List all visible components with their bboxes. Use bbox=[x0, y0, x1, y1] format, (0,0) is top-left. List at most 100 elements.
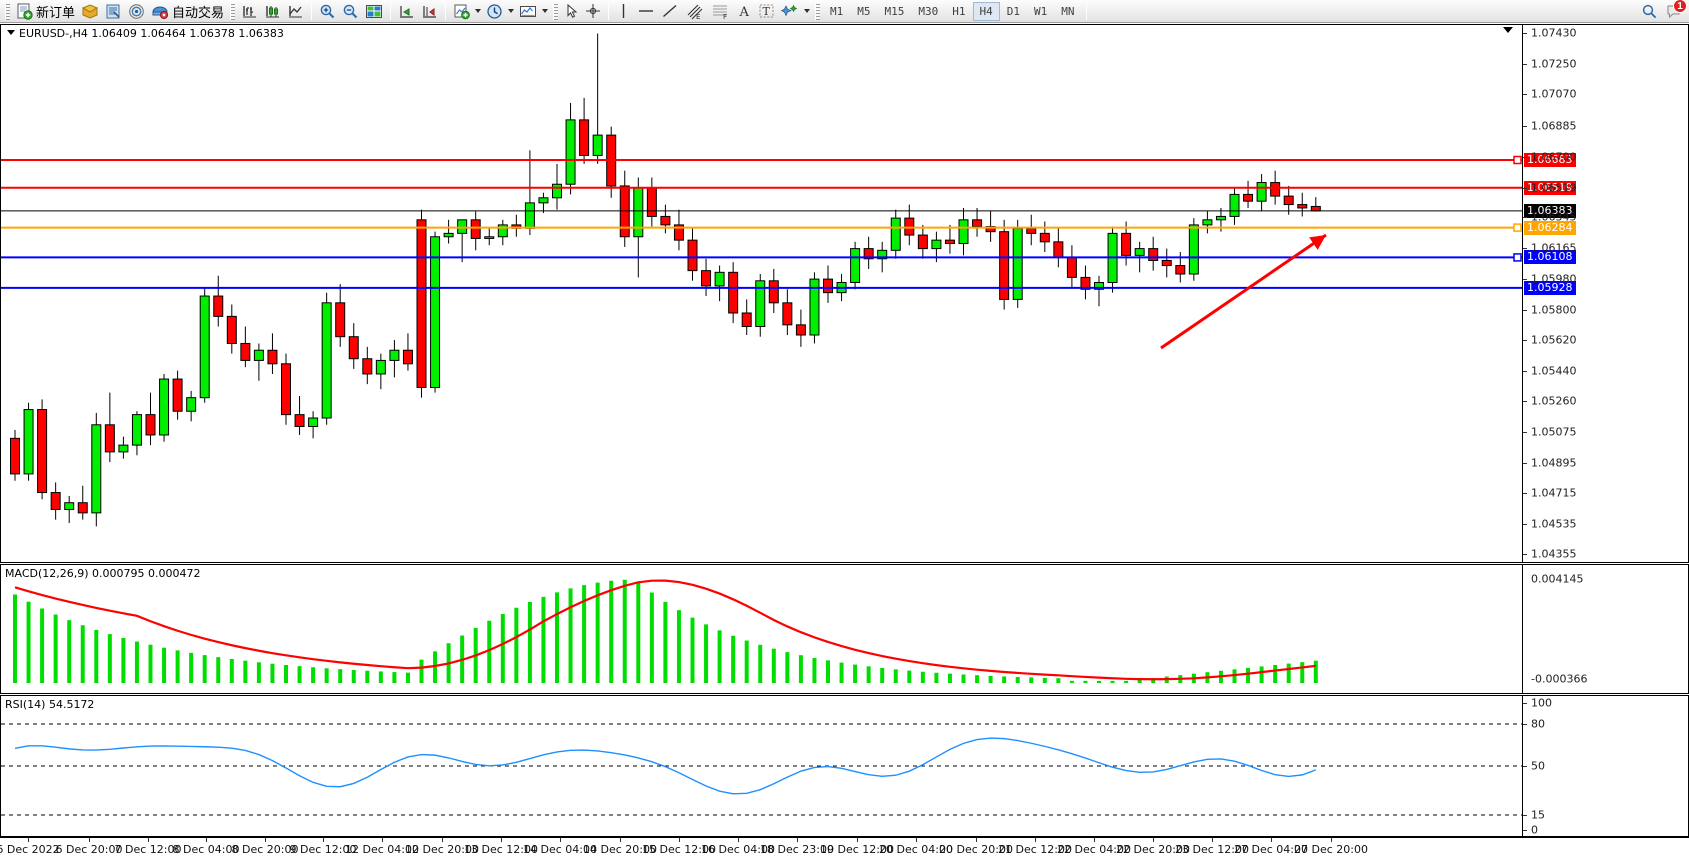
price-tag-resistance-lower[interactable]: 1.06519 bbox=[1524, 180, 1576, 195]
price-axis-tick bbox=[1523, 157, 1527, 159]
timeframe-m15[interactable]: M15 bbox=[884, 4, 905, 18]
zoom-in-button[interactable] bbox=[316, 1, 339, 22]
text-label-button[interactable]: T bbox=[755, 1, 778, 22]
price-pane[interactable]: EURUSD-,H4 1.06409 1.06464 1.06378 1.063… bbox=[0, 24, 1689, 563]
auto-trading-button[interactable]: 自动交易 bbox=[148, 1, 227, 22]
timeframe-mn[interactable]: MN bbox=[1061, 4, 1075, 18]
time-axis-tick bbox=[28, 838, 29, 842]
search-button[interactable] bbox=[1638, 1, 1661, 22]
price-plot[interactable] bbox=[1, 25, 1522, 562]
time-axis-tick bbox=[1212, 838, 1213, 842]
macd-title: MACD(12,26,9) 0.000795 0.000472 bbox=[5, 567, 201, 580]
price-tag-support-lower[interactable]: 1.05928 bbox=[1524, 280, 1576, 295]
rsi-plot[interactable] bbox=[1, 696, 1522, 836]
time-axis-tick bbox=[1153, 838, 1154, 842]
candlestick-chart-button[interactable] bbox=[261, 1, 284, 22]
price-axis[interactable]: 1.06683 1.06519 1.06383 1.06284 1.06108 1.059… bbox=[1522, 25, 1688, 562]
chart-shift-button[interactable] bbox=[395, 1, 418, 22]
trendline-button[interactable] bbox=[658, 1, 682, 22]
time-axis-label: 23 Dec 12:00 bbox=[1175, 843, 1249, 856]
rsi-axis-label: 15 bbox=[1531, 808, 1545, 822]
macd-pane[interactable]: MACD(12,26,9) 0.000795 0.000472 0.004145… bbox=[0, 564, 1689, 694]
cursor-button[interactable] bbox=[561, 1, 582, 22]
new-order-label: 新订单 bbox=[36, 5, 76, 21]
trend-arrow[interactable] bbox=[1, 25, 1522, 562]
level-anchor-handle bbox=[1513, 223, 1522, 232]
time-axis-tick bbox=[442, 838, 443, 842]
price-tag-current-price[interactable]: 1.06383 bbox=[1524, 203, 1576, 218]
rsi-title: RSI(14) 54.5172 bbox=[5, 698, 95, 711]
time-axis-tick bbox=[1035, 838, 1036, 842]
time-axis-tick bbox=[1331, 838, 1332, 842]
time-axis-tick bbox=[1094, 838, 1095, 842]
equidistant-channel-button[interactable]: E bbox=[682, 1, 708, 22]
price-axis-label: 1.05260 bbox=[1531, 394, 1577, 408]
price-tag-support-upper[interactable]: 1.06108 bbox=[1524, 250, 1576, 265]
shapes-button[interactable] bbox=[778, 1, 802, 22]
rsi-axis-label: 50 bbox=[1531, 759, 1545, 773]
time-axis[interactable]: 6 Dec 2022 6 Dec 20:00 7 Dec 12:00 8 Dec 04… bbox=[0, 837, 1689, 860]
timeframe-m5[interactable]: M5 bbox=[857, 4, 871, 18]
macd-plot[interactable] bbox=[1, 565, 1522, 693]
time-axis-label: 13 Dec 12:00 bbox=[464, 843, 538, 856]
price-axis-tick bbox=[1523, 217, 1527, 219]
toolbar-grip-3[interactable] bbox=[553, 2, 559, 20]
signal-button[interactable] bbox=[125, 1, 148, 22]
price-axis-label: 1.05620 bbox=[1531, 333, 1577, 347]
price-axis-tick bbox=[1523, 432, 1527, 434]
chart-workspace: EURUSD-,H4 1.06409 1.06464 1.06378 1.063… bbox=[0, 23, 1689, 860]
toolbar-separator-3 bbox=[445, 2, 447, 20]
shapes-chevron-down-icon[interactable] bbox=[804, 9, 811, 13]
time-axis-tick bbox=[976, 838, 977, 842]
price-axis-label: 1.04715 bbox=[1531, 486, 1577, 500]
price-axis-label: 1.05800 bbox=[1531, 303, 1577, 317]
timeframe-m30[interactable]: M30 bbox=[918, 4, 939, 18]
templates-chevron-down-icon[interactable] bbox=[542, 9, 549, 13]
price-axis-tick bbox=[1523, 63, 1527, 65]
symbol-dropdown-icon[interactable] bbox=[7, 30, 15, 35]
timeframe-w1[interactable]: W1 bbox=[1034, 4, 1048, 18]
auto-scroll-button[interactable] bbox=[418, 1, 441, 22]
toolbar-separator-1 bbox=[311, 2, 313, 20]
time-axis-label: 20 Dec 04:00 bbox=[879, 843, 953, 856]
indicators-button[interactable] bbox=[450, 1, 473, 22]
price-tag-resistance-upper[interactable]: 1.06683 bbox=[1524, 153, 1576, 167]
price-tag-pivot-line[interactable]: 1.06284 bbox=[1524, 220, 1576, 235]
period-chevron-down-icon[interactable] bbox=[508, 9, 515, 13]
symbol-header: EURUSD-,H4 1.06409 1.06464 1.06378 1.063… bbox=[19, 27, 284, 40]
timeframe-h1[interactable]: H1 bbox=[952, 4, 966, 18]
timeframe-d1[interactable]: D1 bbox=[1006, 4, 1021, 18]
time-axis-tick bbox=[857, 838, 858, 842]
time-axis-tick bbox=[501, 838, 502, 842]
templates-button[interactable] bbox=[516, 1, 540, 22]
rsi-pane[interactable]: RSI(14) 54.5172 100 80 50 15 0 bbox=[0, 695, 1689, 837]
news-button[interactable] bbox=[102, 1, 125, 22]
toolbar-grip[interactable] bbox=[5, 2, 10, 20]
zoom-out-button[interactable] bbox=[339, 1, 362, 22]
price-axis-label: 1.05980 bbox=[1531, 272, 1577, 286]
time-axis-tick bbox=[148, 838, 149, 842]
timeframe-m1[interactable]: M1 bbox=[830, 4, 844, 18]
hline-button[interactable] bbox=[634, 1, 658, 22]
toolbar-grip-4[interactable] bbox=[815, 2, 821, 20]
crosshair-button[interactable] bbox=[582, 1, 604, 22]
indicators-chevron-down-icon[interactable] bbox=[475, 9, 482, 13]
rsi-axis-label: 0 bbox=[1531, 823, 1538, 837]
price-axis-label: 1.06345 bbox=[1531, 210, 1577, 224]
vline-button[interactable] bbox=[613, 1, 634, 22]
line-chart-button[interactable] bbox=[284, 1, 307, 22]
time-axis-label: 8 Dec 04:00 bbox=[172, 843, 240, 856]
new-order-button[interactable]: 新订单 bbox=[13, 1, 78, 22]
envelope-button[interactable] bbox=[78, 1, 102, 22]
data-window-button[interactable] bbox=[362, 1, 386, 22]
toolbar-grip-2[interactable] bbox=[230, 2, 236, 20]
chart-menu-chevron-down-icon[interactable] bbox=[1503, 27, 1513, 33]
alerts-button[interactable]: 1 bbox=[1661, 0, 1687, 22]
text-button[interactable]: A bbox=[734, 1, 755, 22]
timeframe-h4[interactable]: H4 bbox=[972, 1, 1000, 21]
bar-chart-button[interactable] bbox=[238, 1, 261, 22]
time-axis-tick bbox=[560, 838, 561, 842]
period-button[interactable] bbox=[483, 1, 506, 22]
price-axis-tick bbox=[1523, 33, 1527, 35]
fibonacci-button[interactable]: F bbox=[708, 1, 734, 22]
